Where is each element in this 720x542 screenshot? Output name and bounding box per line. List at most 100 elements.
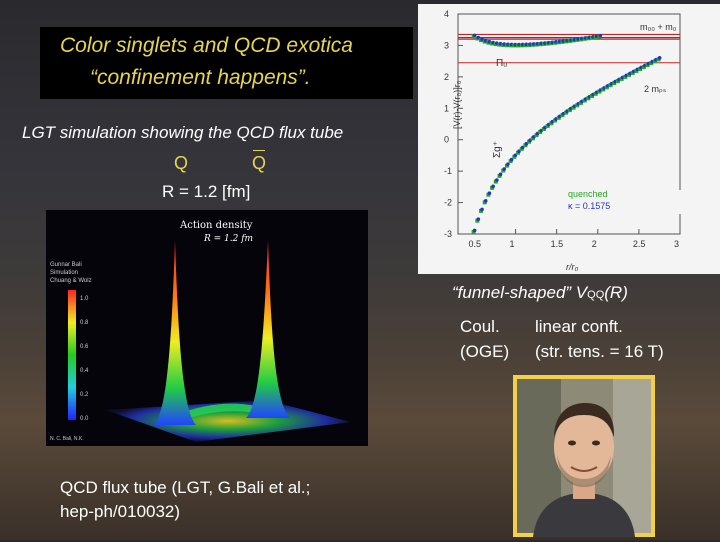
sigma-quenched-point xyxy=(619,76,624,81)
oge-label: (OGE) xyxy=(460,342,510,361)
sigma-quenched-point xyxy=(530,136,535,141)
sigma-quenched-point xyxy=(493,179,498,184)
y-tick-label: 4 xyxy=(444,9,449,19)
slide-title-line1: Color singlets and QCD exotica xyxy=(60,34,353,57)
slide-title-line2: “confinement happens”. xyxy=(90,66,311,89)
sigma-quenched-point xyxy=(534,133,539,138)
x-tick-label: 1 xyxy=(510,239,515,249)
sigma-quenched-point xyxy=(538,130,543,135)
sigma-quenched-point xyxy=(627,72,632,77)
sigma-quenched-point xyxy=(508,159,513,164)
sigma-quenched-point xyxy=(656,57,661,62)
sigma-quenched-point xyxy=(527,139,532,144)
sigma-quenched-point xyxy=(501,168,506,173)
y-tick-label: -3 xyxy=(444,229,452,239)
sigma-quenched-point xyxy=(475,218,480,223)
figure-title: Action density xyxy=(179,220,253,231)
sigma-quenched-point xyxy=(593,91,598,96)
figure-side-label-1: Gunnar Bali xyxy=(50,262,82,268)
sigma-quenched-point xyxy=(630,70,635,75)
x-tick-label: 0.5 xyxy=(468,239,481,249)
linear-confinement-label: linear conft. xyxy=(535,317,623,336)
sigma-quenched-point xyxy=(601,87,606,92)
antiquark-label: Q xyxy=(252,153,267,173)
sigma-quenched-point xyxy=(490,185,495,190)
x-tick-label: 2.5 xyxy=(633,239,646,249)
sigma-kappa-point xyxy=(506,162,510,166)
sigma-kappa-point xyxy=(480,207,484,212)
sigma-g-label: Σg⁺ xyxy=(492,141,503,158)
sigma-quenched-point xyxy=(512,154,517,159)
left-peak xyxy=(154,240,196,425)
potential-plot: 0.5 1 1.5 2 2.5 3 4 3 2 1 0 -1 -2 -3 [V(r)-V(r₀)]r₀ r… xyxy=(418,4,720,274)
plot-frame xyxy=(457,13,681,235)
flux-caption-line2: hep-ph/010032) xyxy=(60,502,181,521)
scale-tick: 0.8 xyxy=(80,320,89,326)
sigma-quenched-point xyxy=(504,163,509,168)
funnel-caption-sub: QQ xyxy=(587,289,605,301)
sigma-quenched-point xyxy=(575,103,580,108)
sigma-quenched-point xyxy=(553,118,558,123)
sigma-quenched-point xyxy=(586,96,591,101)
funnel-caption-tail: (R) xyxy=(604,283,628,302)
color-scale-bar xyxy=(68,290,76,420)
sigma-quenched-point xyxy=(582,98,587,103)
threshold-label-top: m₀₀ + m₀ xyxy=(640,22,677,32)
figure-side-label-3: Chuang & Wolz xyxy=(50,278,92,284)
pi-kappa-point xyxy=(598,33,603,38)
y-tick-label: 2 xyxy=(444,72,449,82)
sigma-kappa-point xyxy=(502,167,507,171)
sigma-quenched-point xyxy=(612,81,617,86)
figure-side-label-2: Simulation xyxy=(50,270,78,276)
sigma-quenched-point xyxy=(564,110,569,115)
sigma-quenched-point xyxy=(482,200,487,205)
sigma-quenched-point xyxy=(623,74,628,79)
pi-kappa-point xyxy=(472,33,477,38)
sigma-quenched-point xyxy=(652,59,657,64)
sigma-quenched-point xyxy=(541,126,546,131)
sigma-kappa-point xyxy=(487,191,492,195)
sigma-quenched-point xyxy=(567,108,572,113)
coulomb-label: Coul. xyxy=(460,317,500,336)
sigma-kappa-point xyxy=(491,184,495,189)
right-peak xyxy=(246,240,290,418)
sigma-quenched-point xyxy=(615,79,620,84)
sigma-quenched-point xyxy=(560,113,565,118)
action-density-figure: Action density R = 1.2 fm Gunnar Bali Si… xyxy=(46,210,368,446)
two-mps-label: 2 mₚₛ xyxy=(644,84,666,94)
sigma-quenched-point xyxy=(649,61,654,66)
sigma-quenched-point xyxy=(638,66,643,71)
sigma-quenched-point xyxy=(604,85,609,90)
scale-tick: 0.0 xyxy=(80,416,89,422)
flux-tube xyxy=(176,403,271,422)
flux-caption-line1: QCD flux tube (LGT, G.Bali et al.; xyxy=(60,478,311,497)
sigma-quenched-point xyxy=(645,63,650,68)
y-tick-label: 0 xyxy=(444,135,449,145)
quark-label: Q xyxy=(174,153,189,173)
legend-kappa: κ = 0.1575 xyxy=(568,201,610,211)
scale-tick: 0.2 xyxy=(80,392,89,398)
x-tick-label: 1.5 xyxy=(551,239,564,249)
sigma-quenched-point xyxy=(590,94,595,99)
sigma-quenched-point xyxy=(641,65,646,70)
sigma-quenched-point xyxy=(597,89,602,94)
action-density-graphic: Action density R = 1.2 fm Gunnar Bali Si… xyxy=(50,220,351,442)
y-tick-label: 1 xyxy=(444,103,449,113)
sigma-quenched-point xyxy=(486,192,491,197)
sigma-kappa-point xyxy=(498,172,503,177)
legend-quenched: quenched xyxy=(568,189,608,199)
sigma-quenched-point xyxy=(608,83,613,88)
lgt-caption: LGT simulation showing the QCD flux tube xyxy=(22,123,344,142)
sigma-quenched-point xyxy=(545,124,550,129)
scale-tick: 1.0 xyxy=(80,296,89,302)
sigma-quenched-point xyxy=(549,121,554,126)
scale-tick: 0.6 xyxy=(80,344,89,350)
antiquark-bar xyxy=(253,150,265,151)
sigma-quenched-point xyxy=(479,208,484,213)
sigma-kappa-point xyxy=(476,217,481,221)
sigma-quenched-point xyxy=(634,68,639,73)
sigma-quenched-point xyxy=(571,105,576,110)
y-axis-label: [V(r)-V(r₀)]r₀ xyxy=(452,80,462,129)
sigma-quenched-point xyxy=(556,115,561,120)
sigma-quenched-point xyxy=(519,146,524,151)
